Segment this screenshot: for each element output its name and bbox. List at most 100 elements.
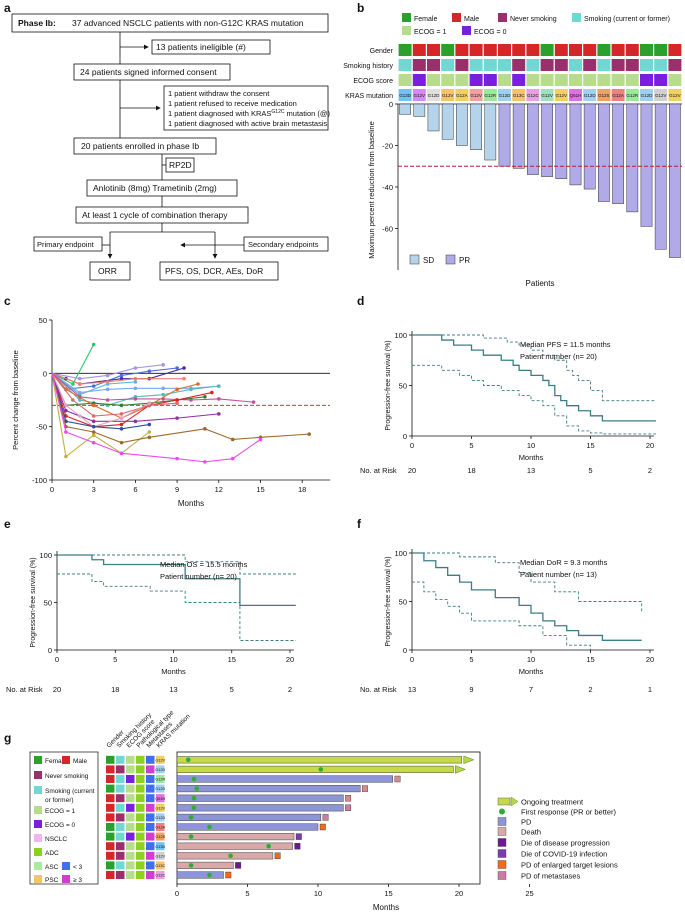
key-swatch <box>62 756 70 764</box>
x-tick-label: 0 <box>50 485 54 494</box>
series-point <box>189 387 193 392</box>
x-tick-label: 0 <box>55 655 59 664</box>
legend-swatch-pr <box>445 254 456 265</box>
ci-lower <box>412 364 656 435</box>
gender-tile <box>469 44 483 56</box>
x-tick-label: 15 <box>228 655 236 664</box>
kras-label: G12V <box>442 93 454 98</box>
attribute-tile <box>126 861 135 870</box>
y-tick-label: -60 <box>382 225 393 234</box>
gender-tile <box>512 44 526 56</box>
series-point <box>203 460 207 464</box>
risk-value: 20 <box>53 685 61 694</box>
series-point <box>182 376 186 381</box>
attribute-tile <box>126 765 135 774</box>
series-point <box>189 398 193 402</box>
ecog-tile <box>412 74 426 86</box>
waterfall-bar <box>470 103 482 150</box>
kras-tile <box>412 89 426 101</box>
attribute-tile <box>146 823 155 831</box>
flow-excl-1: 1 patient withdraw the consent <box>168 89 270 98</box>
attribute-tile <box>146 775 155 783</box>
first-response-marker <box>188 815 194 820</box>
attribute-tile <box>106 755 115 764</box>
risk-value: 9 <box>469 685 473 694</box>
waterfall-bar <box>527 103 539 175</box>
waterfall-bar <box>569 103 582 186</box>
key-label: Male <box>73 758 87 765</box>
series-point <box>133 376 138 381</box>
smoking-tile <box>569 59 582 71</box>
series-point <box>175 398 179 402</box>
ecog-tile <box>668 74 682 86</box>
waterfall-bar <box>654 103 667 250</box>
series-point <box>210 390 214 395</box>
y-tick-label: 0 <box>389 100 393 109</box>
legend-label: Male <box>464 16 479 23</box>
smoking-tile <box>597 59 611 71</box>
series-line <box>51 373 310 444</box>
series-point <box>105 373 110 378</box>
kras-tile <box>455 89 469 101</box>
gender-tile <box>427 44 440 56</box>
flow-box-primary <box>33 236 103 252</box>
key-swatch <box>34 834 42 842</box>
x-tick-label: 0 <box>175 889 179 898</box>
flow-secondary-list: PFS, OS, DCR, AEs, DoR <box>165 266 263 276</box>
flow-ineligible: 13 patients ineligible (#) <box>156 42 246 52</box>
ecog-tile <box>427 74 440 86</box>
legend-label: Die of disease progression <box>521 839 610 848</box>
smoking-tile <box>654 59 668 71</box>
attribute-tile <box>136 851 145 860</box>
legend-label: PD of enlarged target lesions <box>521 861 618 870</box>
kras-tile <box>427 89 440 101</box>
y-tick-label: 50 <box>399 598 407 607</box>
attribute-tile <box>146 832 155 841</box>
attribute-tile <box>136 861 145 870</box>
first-response-marker <box>207 824 212 830</box>
waterfall-bar <box>626 103 639 213</box>
y-tick-label: -100 <box>32 476 47 485</box>
flow-box-secondary <box>243 236 329 252</box>
y-tick-label: 0 <box>43 369 47 378</box>
flow-orr: ORR <box>98 266 117 276</box>
key-label: ECOG = 0 <box>45 822 76 829</box>
kras-label: G12C <box>155 874 165 878</box>
kras-label: G12D <box>584 93 597 98</box>
kras-label: G12C <box>527 93 540 98</box>
smoking-tile <box>483 59 497 71</box>
panel-letter-e: e <box>4 517 11 531</box>
series-point <box>258 437 263 442</box>
patient-bar <box>176 765 454 773</box>
ecog-tile <box>569 74 582 86</box>
flow-secondary: Secondary endpoints <box>248 240 319 249</box>
smoking-tile <box>469 59 483 71</box>
kras-label: G12S <box>155 835 165 839</box>
y-axis-label: Maximun percent reduction from baseline <box>367 121 376 259</box>
legend-label: ECOG = 0 <box>474 29 507 36</box>
gender-tile <box>611 44 625 56</box>
gender-tile <box>412 44 426 56</box>
key-swatch <box>34 875 42 883</box>
risk-value: 18 <box>111 685 119 694</box>
series-line <box>51 372 254 403</box>
attribute-tile <box>116 871 125 879</box>
x-tick-label: 0 <box>410 441 414 450</box>
attribute-tile <box>116 775 125 783</box>
y-axis-label: Progression-free survival (%) <box>30 557 37 647</box>
attribute-tile <box>156 871 165 879</box>
legend-swatch <box>510 796 519 807</box>
kras-label: G12D <box>499 93 512 98</box>
ecog-tile <box>640 74 653 86</box>
risk-value: 5 <box>588 466 592 475</box>
legend-label-sd: SD <box>423 256 434 265</box>
key-label: or former) <box>45 797 74 804</box>
key-swatch <box>62 862 70 870</box>
flow-box-ineligible <box>151 39 271 55</box>
kras-tile <box>640 89 653 101</box>
attribute-tile <box>146 871 155 879</box>
kras-label: G12D <box>155 816 165 820</box>
waterfall-bar <box>512 103 525 169</box>
attribute-tile <box>116 823 125 831</box>
